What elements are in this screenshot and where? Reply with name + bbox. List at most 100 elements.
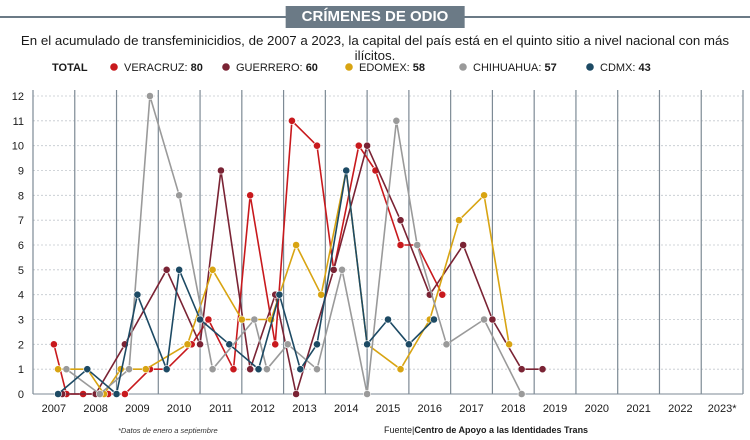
x-tick-label: 2016 xyxy=(418,403,442,415)
legend-total: 60 xyxy=(306,62,318,74)
legend-item-cdmx: CDMX: 43 xyxy=(586,62,651,74)
data-point xyxy=(363,340,372,349)
data-point xyxy=(455,216,463,225)
legend-total-label: TOTAL xyxy=(52,62,88,74)
x-tick-label: 2014 xyxy=(334,403,358,415)
legend-label: GUERRERO: 60 xyxy=(236,62,318,74)
data-point xyxy=(296,365,305,374)
legend-label: CHIHUAHUA: 57 xyxy=(473,62,557,74)
data-point xyxy=(204,315,213,324)
source-name: Centro de Apoyo a las Identidades Trans xyxy=(414,425,589,435)
series-cdmx xyxy=(54,166,438,398)
data-point xyxy=(384,315,392,324)
title-bar: CRÍMENES DE ODIO xyxy=(0,6,750,28)
y-tick-label: 3 xyxy=(18,315,24,327)
chart-title: CRÍMENES DE ODIO xyxy=(285,6,465,28)
x-tick-label: 2019 xyxy=(543,403,567,415)
x-tick-label: 2015 xyxy=(376,403,400,415)
data-point xyxy=(313,340,321,349)
data-point xyxy=(413,241,422,249)
data-point xyxy=(480,191,488,200)
data-point xyxy=(125,365,133,374)
data-point xyxy=(271,340,280,349)
source-prefix: Fuente| xyxy=(384,425,415,435)
y-tick-label: 12 xyxy=(12,91,24,103)
data-point xyxy=(250,315,259,324)
y-tick-label: 9 xyxy=(18,166,24,178)
legend-name: CDMX: xyxy=(600,62,639,74)
x-tick-label: 2017 xyxy=(459,403,483,415)
data-point xyxy=(225,340,234,349)
data-point xyxy=(283,340,292,349)
data-point xyxy=(313,141,321,150)
data-point xyxy=(275,290,284,299)
data-point xyxy=(292,390,301,398)
data-point xyxy=(459,241,468,249)
x-tick-label: 2007 xyxy=(42,403,66,415)
data-point xyxy=(396,365,405,374)
y-tick-label: 4 xyxy=(18,290,24,302)
data-point xyxy=(392,116,401,125)
data-point xyxy=(175,191,184,200)
data-point xyxy=(363,141,372,150)
legend-item-edomex: EDOMEX: 58 xyxy=(345,62,425,74)
data-point xyxy=(229,365,238,374)
legend-total: 80 xyxy=(191,62,203,74)
legend-total: 57 xyxy=(545,62,557,74)
y-tick-label: 0 xyxy=(18,389,24,401)
x-tick-label: 2018 xyxy=(501,403,525,415)
data-point xyxy=(217,166,225,175)
y-tick-label: 1 xyxy=(18,364,24,376)
x-tick-label: 2010 xyxy=(167,403,191,415)
y-tick-label: 7 xyxy=(18,215,24,227)
legend-item-chihuahua: CHIHUAHUA: 57 xyxy=(459,62,557,74)
data-point xyxy=(54,390,62,398)
data-point xyxy=(254,365,263,374)
data-point xyxy=(342,166,351,175)
y-tick-label: 5 xyxy=(18,265,24,277)
data-point xyxy=(183,340,192,349)
data-point xyxy=(162,365,171,374)
legend-item-guerrero: GUERRERO: 60 xyxy=(222,62,318,74)
y-tick-label: 10 xyxy=(12,141,24,153)
x-tick-label: 2013 xyxy=(292,403,316,415)
legend-name: GUERRERO: xyxy=(236,62,306,74)
data-point xyxy=(208,365,217,374)
data-point xyxy=(288,116,296,125)
legend-label: CDMX: 43 xyxy=(600,62,651,74)
data-point xyxy=(317,290,326,299)
data-point xyxy=(262,365,271,374)
chart-subtitle: En el acumulado de transfeminicidios, de… xyxy=(20,33,730,63)
data-point xyxy=(141,365,150,374)
data-point xyxy=(538,365,547,374)
legend-marker xyxy=(459,63,467,71)
source-line: Fuente|Centro de Apoyo a las Identidades… xyxy=(384,425,588,435)
legend-total: 58 xyxy=(413,62,425,74)
data-point xyxy=(354,141,363,150)
x-tick-label: 2023* xyxy=(708,403,737,415)
y-tick-label: 8 xyxy=(18,190,24,202)
y-tick-label: 11 xyxy=(13,116,24,128)
x-tick-label: 2022 xyxy=(668,403,692,415)
x-tick-label: 2020 xyxy=(585,403,609,415)
data-point xyxy=(62,365,71,374)
data-point xyxy=(329,265,338,274)
x-tick-label: 2011 xyxy=(209,403,233,415)
data-point xyxy=(196,340,204,349)
data-point xyxy=(95,390,104,398)
footnote: *Datos de enero a septiembre xyxy=(118,426,218,435)
data-point xyxy=(488,315,497,324)
data-point xyxy=(237,315,246,324)
data-point xyxy=(246,191,255,200)
legend-total: 43 xyxy=(639,62,651,74)
legend-marker xyxy=(110,63,118,71)
legend-item-veracruz: VERACRUZ: 80 xyxy=(110,62,203,74)
data-point xyxy=(120,390,129,398)
legend-label: EDOMEX: 58 xyxy=(359,62,425,74)
legend-marker xyxy=(345,63,353,71)
x-tick-label: 2008 xyxy=(83,403,107,415)
data-point xyxy=(146,92,154,100)
legend-label: VERACRUZ: 80 xyxy=(124,62,203,74)
data-point xyxy=(54,365,62,374)
